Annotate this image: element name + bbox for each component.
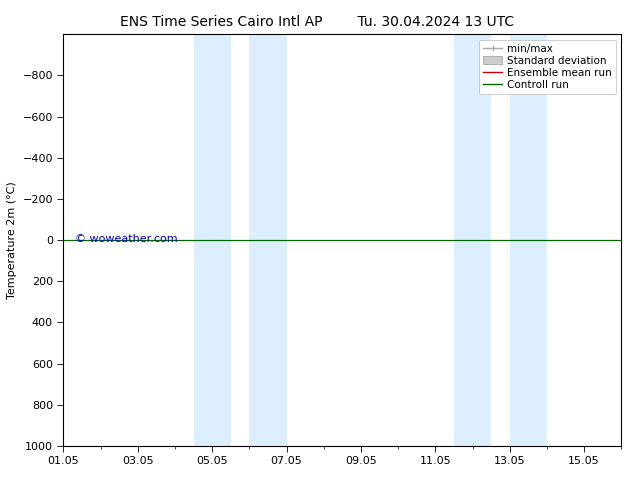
Y-axis label: Temperature 2m (°C): Temperature 2m (°C) [7,181,17,299]
Text: ENS Time Series Cairo Intl AP        Tu. 30.04.2024 13 UTC: ENS Time Series Cairo Intl AP Tu. 30.04.… [120,15,514,29]
Bar [193,34,231,446]
Bar [249,34,287,446]
Legend: min/max, Standard deviation, Ensemble mean run, Controll run: min/max, Standard deviation, Ensemble me… [479,40,616,94]
Bar [510,34,547,446]
Text: © woweather.com: © woweather.com [75,234,177,244]
Bar [454,34,491,446]
